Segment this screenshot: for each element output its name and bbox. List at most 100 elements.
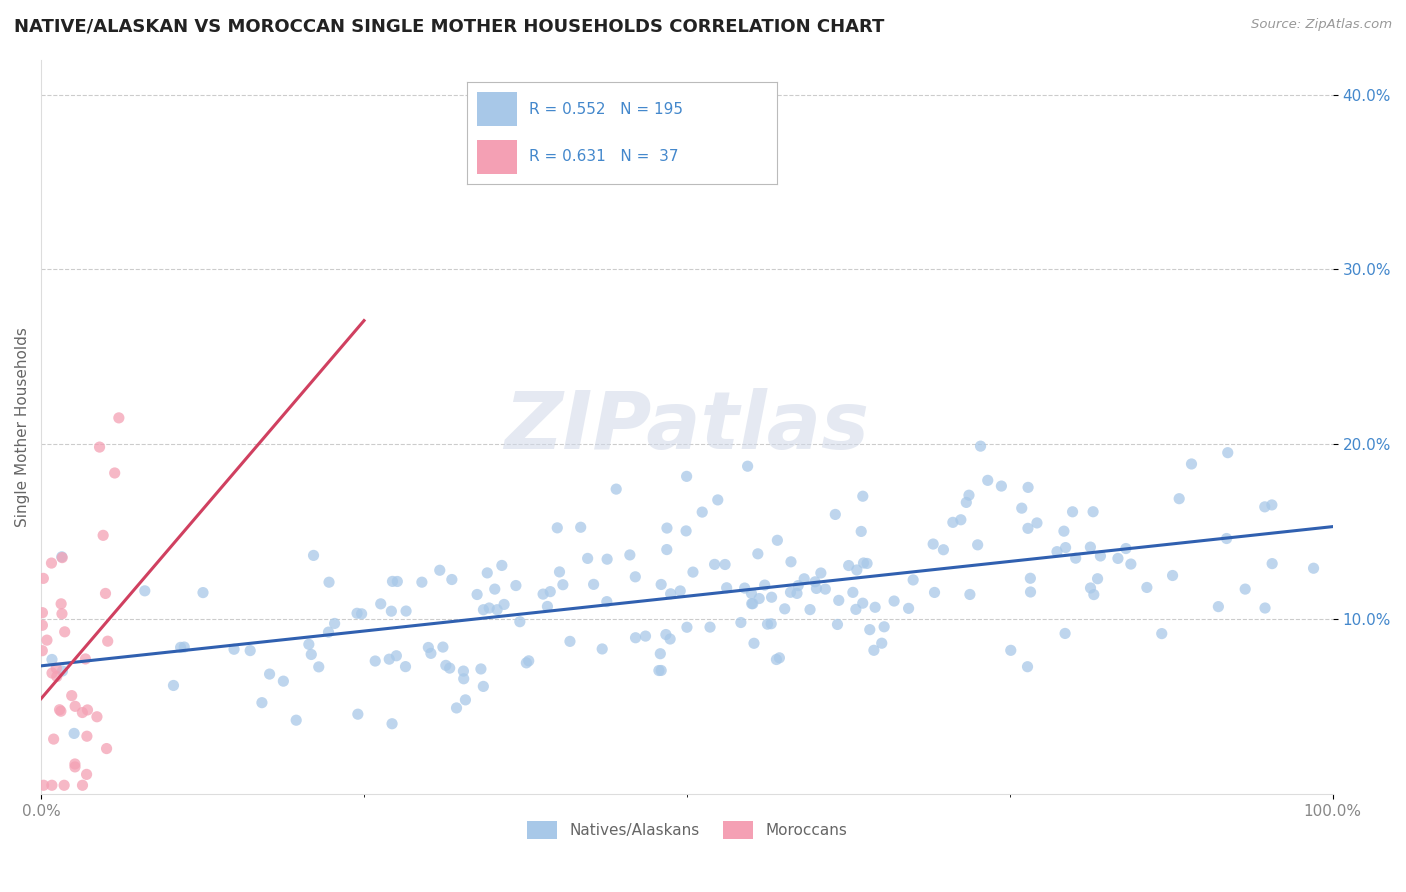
Point: [76, 767, 98, 781]
Point: [810, 566, 832, 580]
Point: [768, 650, 790, 665]
Point: [273, 674, 295, 689]
Point: [576, 551, 599, 566]
Point: [370, 597, 392, 611]
Point: [250, 696, 273, 710]
Point: [741, 597, 763, 611]
Point: [780, 555, 803, 569]
Point: [1017, 659, 1039, 673]
Point: [41, 652, 63, 666]
Point: [676, 620, 699, 634]
Point: [675, 469, 697, 483]
Point: [285, 713, 308, 727]
Point: [41, 556, 63, 570]
Point: [32, 571, 55, 585]
Point: [75, 652, 97, 666]
Point: [53, 624, 76, 639]
Point: [873, 620, 896, 634]
Point: [787, 578, 810, 592]
Point: [582, 577, 605, 591]
Point: [97, 634, 120, 648]
Point: [222, 642, 245, 657]
Point: [648, 664, 671, 678]
Point: [675, 524, 697, 538]
Point: [411, 575, 433, 590]
Point: [655, 542, 678, 557]
Point: [856, 557, 879, 571]
Point: [806, 582, 828, 596]
Point: [63, 699, 86, 714]
Point: [842, 585, 865, 599]
Point: [863, 643, 886, 657]
Point: [1215, 532, 1237, 546]
Point: [91, 528, 114, 542]
Point: [690, 505, 713, 519]
Point: [41, 778, 63, 792]
Point: [1087, 572, 1109, 586]
Point: [45, 669, 67, 683]
Point: [714, 558, 737, 572]
Point: [63, 756, 86, 771]
Point: [191, 585, 214, 599]
Point: [754, 578, 776, 592]
Point: [824, 508, 846, 522]
Point: [1302, 561, 1324, 575]
Point: [734, 581, 756, 595]
Point: [45, 661, 67, 675]
Point: [793, 572, 815, 586]
Point: [318, 625, 340, 640]
Point: [302, 549, 325, 563]
Point: [1080, 581, 1102, 595]
Point: [42, 732, 65, 747]
Point: [49, 704, 72, 718]
Point: [1254, 500, 1277, 514]
Point: [96, 741, 118, 756]
Point: [863, 600, 886, 615]
Point: [955, 495, 977, 509]
Point: [558, 634, 581, 648]
Point: [419, 646, 441, 660]
Point: [484, 582, 506, 596]
Point: [1062, 505, 1084, 519]
Point: [49, 597, 72, 611]
Point: [1046, 544, 1069, 558]
Point: [851, 524, 873, 539]
Point: [924, 585, 946, 599]
Point: [957, 488, 980, 502]
Point: [828, 593, 851, 607]
Text: Source: ZipAtlas.com: Source: ZipAtlas.com: [1251, 18, 1392, 31]
Point: [1019, 585, 1042, 599]
Point: [41, 666, 63, 681]
Point: [31, 606, 53, 620]
Point: [51, 550, 73, 565]
Point: [591, 642, 613, 657]
Point: [799, 602, 821, 616]
Point: [169, 640, 191, 655]
Point: [852, 596, 875, 610]
Point: [94, 586, 117, 600]
Point: [1216, 445, 1239, 459]
Point: [804, 574, 827, 589]
Point: [634, 629, 657, 643]
Point: [1081, 505, 1104, 519]
Point: [439, 661, 461, 675]
Point: [779, 585, 801, 599]
Point: [619, 548, 641, 562]
Point: [134, 583, 156, 598]
Point: [63, 726, 86, 740]
Point: [756, 617, 779, 632]
Point: [86, 710, 108, 724]
Point: [959, 587, 981, 601]
Point: [76, 729, 98, 743]
Point: [1107, 551, 1129, 566]
Point: [605, 482, 627, 496]
Point: [624, 570, 647, 584]
Point: [1080, 540, 1102, 554]
Point: [737, 459, 759, 474]
Point: [472, 603, 495, 617]
Point: [977, 474, 1000, 488]
Point: [650, 577, 672, 591]
Point: [470, 662, 492, 676]
Point: [596, 594, 619, 608]
Point: [51, 664, 73, 678]
